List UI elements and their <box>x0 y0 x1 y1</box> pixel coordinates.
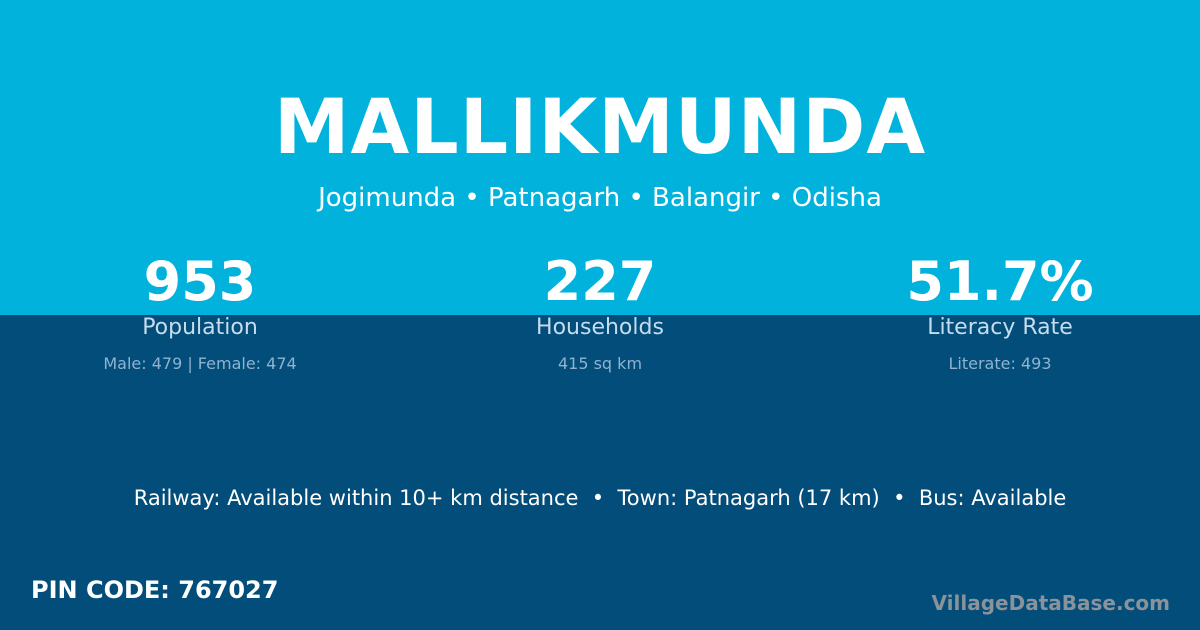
pin-code: PIN CODE: 767027 <box>31 576 279 604</box>
stat-label: Population <box>142 315 258 340</box>
village-title: MALLIKMUNDA <box>273 82 927 171</box>
brand-watermark: VillageDataBase.com <box>931 591 1170 615</box>
location-breadcrumb: Jogimunda • Patnagarh • Balangir • Odish… <box>318 183 882 213</box>
stat-detail: Literate: 493 <box>948 354 1052 373</box>
connectivity-info: Railway: Available within 10+ km distanc… <box>133 486 1067 510</box>
stat-value: 51.7% <box>906 250 1094 313</box>
stat-label: Literacy Rate <box>927 315 1073 340</box>
stat-detail: 415 sq km <box>557 354 643 373</box>
stat-detail: Male: 479 | Female: 474 <box>103 354 297 373</box>
stat-value: 953 <box>143 250 257 313</box>
stat-value: 227 <box>543 250 657 313</box>
stat-label: Households <box>536 315 664 340</box>
header-band <box>0 0 1200 315</box>
